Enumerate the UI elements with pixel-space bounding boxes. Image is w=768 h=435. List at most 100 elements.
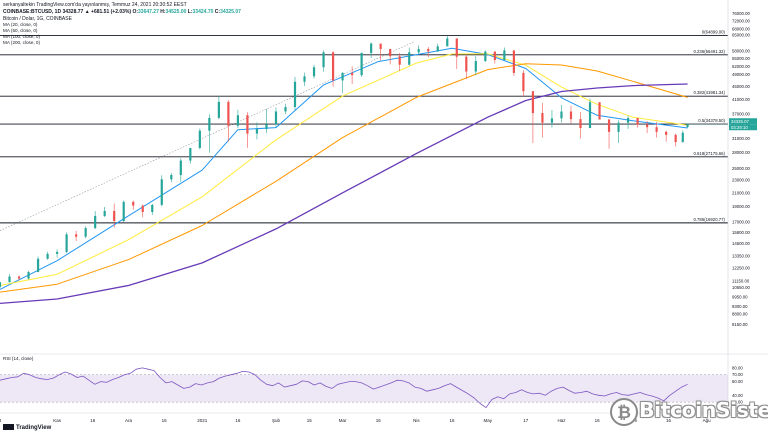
- y-tick-label: 31000.00: [732, 136, 751, 141]
- candle-body: [65, 234, 68, 252]
- candle-body: [27, 271, 30, 279]
- tradingview-icon: [3, 424, 14, 430]
- y-tick-label: 72000.00: [732, 18, 751, 23]
- y-tick-label: 25000.00: [732, 166, 751, 171]
- y-tick-label: 65000.00: [732, 33, 751, 38]
- y-tick-label: 13350.00: [732, 253, 751, 258]
- x-tick-label: 15: [307, 418, 313, 423]
- close-label: C:: [214, 8, 221, 15]
- x-tick-label: 16: [162, 418, 168, 423]
- candle-body: [503, 50, 506, 61]
- fib-level-label: 0.382(41981.34): [693, 90, 725, 95]
- candle-body: [122, 201, 125, 221]
- candle-body: [132, 201, 135, 206]
- candle-body: [408, 52, 411, 65]
- y-tick-label: 8150.00: [732, 322, 748, 327]
- candle-body: [370, 43, 373, 53]
- candle-body: [598, 102, 601, 120]
- candle-body: [36, 258, 40, 272]
- y-tick-label: 12250.00: [732, 265, 751, 270]
- rsi-y-label: 80.00: [732, 365, 743, 370]
- candle-body: [512, 50, 515, 73]
- high-value: 34525.00: [165, 8, 187, 15]
- y-tick-label: 28000.00: [732, 150, 751, 155]
- candle-body: [236, 115, 240, 126]
- candle-body: [484, 51, 487, 62]
- candle-body: [579, 119, 582, 129]
- y-tick-label: 55000.00: [732, 56, 751, 61]
- open-value: 33647.27: [138, 8, 159, 15]
- y-tick-label: 15800.00: [732, 230, 751, 235]
- candle-body: [674, 134, 677, 143]
- x-tick-label: 8: [0, 418, 2, 423]
- bitcoinsistemi-watermark: ₿ BitcoinSistemi: [609, 395, 768, 429]
- candle-body: [113, 210, 116, 221]
- candle-body: [265, 124, 268, 130]
- chart-title: serkanyaltekin TradingView.com'da yayınl…: [3, 2, 187, 8]
- y-tick-label: 14600.00: [732, 241, 751, 246]
- rsi-level-label: 70.00: [732, 372, 743, 377]
- rsi-legend[interactable]: RSI (14, close): [3, 356, 34, 361]
- candle-body: [522, 72, 525, 92]
- candle-body: [322, 52, 325, 68]
- candle-body: [274, 111, 278, 125]
- ma200-line: [0, 83, 688, 305]
- rsi-y-label: 40.00: [732, 393, 743, 398]
- last-price-value: 34325.07: [731, 119, 750, 124]
- candle-body: [160, 179, 163, 205]
- candle-body: [446, 38, 449, 47]
- candle-body: [686, 124, 689, 128]
- rsi-band: [0, 374, 728, 403]
- countdown-value: 03:29:10: [731, 125, 748, 130]
- rsi-line: [0, 367, 688, 409]
- candle-body: [455, 38, 458, 57]
- x-tick-label: 16: [595, 418, 601, 423]
- y-tick-label: 8800.00: [732, 312, 748, 317]
- y-tick-label: 68000.00: [732, 26, 751, 31]
- y-tick-label: 49000.00: [732, 72, 751, 77]
- ma50-legend[interactable]: MA (50, close, 0): [3, 28, 38, 33]
- y-tick-label: 76000.00: [732, 11, 751, 16]
- candle-body: [198, 130, 201, 148]
- candle-body: [626, 117, 630, 123]
- candle-body: [569, 111, 573, 120]
- candle-body: [351, 72, 354, 76]
- candle-body: [17, 276, 21, 279]
- symbol-title: Bitcoin / Dolar, 1G, COINBASE: [3, 16, 72, 22]
- publisher-line: serkanyaltekin TradingView.com'da yayınl…: [3, 2, 187, 8]
- ma50-line: [0, 53, 688, 286]
- fib-level-label: 0.236(56491.32): [693, 49, 725, 54]
- candle-body: [312, 67, 316, 77]
- candle-body: [417, 48, 420, 53]
- ma100-legend[interactable]: MA (100, close, 0): [3, 34, 41, 39]
- candle-body: [655, 127, 658, 132]
- candle-body: [436, 46, 439, 52]
- candle-body: [617, 122, 620, 132]
- x-tick-label: 16: [666, 418, 672, 423]
- x-tick-label: 16: [376, 418, 382, 423]
- brand-text: BitcoinSistemi: [639, 398, 768, 422]
- fib-level-label: 0.618(27175.66): [693, 151, 725, 156]
- trend-line: [0, 41, 415, 231]
- ma200-legend[interactable]: MA (200, close, 0): [3, 40, 41, 45]
- candle-body: [560, 111, 563, 119]
- candle-body: [550, 118, 554, 123]
- x-tick-label: Kas: [53, 418, 62, 423]
- y-tick-label: 41000.00: [732, 97, 751, 102]
- candle-body: [94, 215, 97, 229]
- ma20-legend[interactable]: MA (20, close, 0): [3, 22, 38, 27]
- fib-level-label: 0.5(34378.50): [698, 118, 725, 123]
- candle-body: [636, 117, 639, 125]
- candle-body: [493, 51, 496, 61]
- bitcoin-coin-icon: ₿: [610, 398, 638, 426]
- low-label: L:: [187, 8, 193, 15]
- tradingview-logo[interactable]: TradingView: [3, 424, 51, 431]
- candle-body: [84, 228, 87, 237]
- y-tick-label: 9950.00: [732, 294, 748, 299]
- y-tick-label: 45000.00: [732, 84, 751, 89]
- candle-body: [665, 131, 668, 135]
- last-price-tag: [729, 118, 757, 125]
- candle-body: [427, 48, 430, 52]
- candle-body: [303, 76, 306, 82]
